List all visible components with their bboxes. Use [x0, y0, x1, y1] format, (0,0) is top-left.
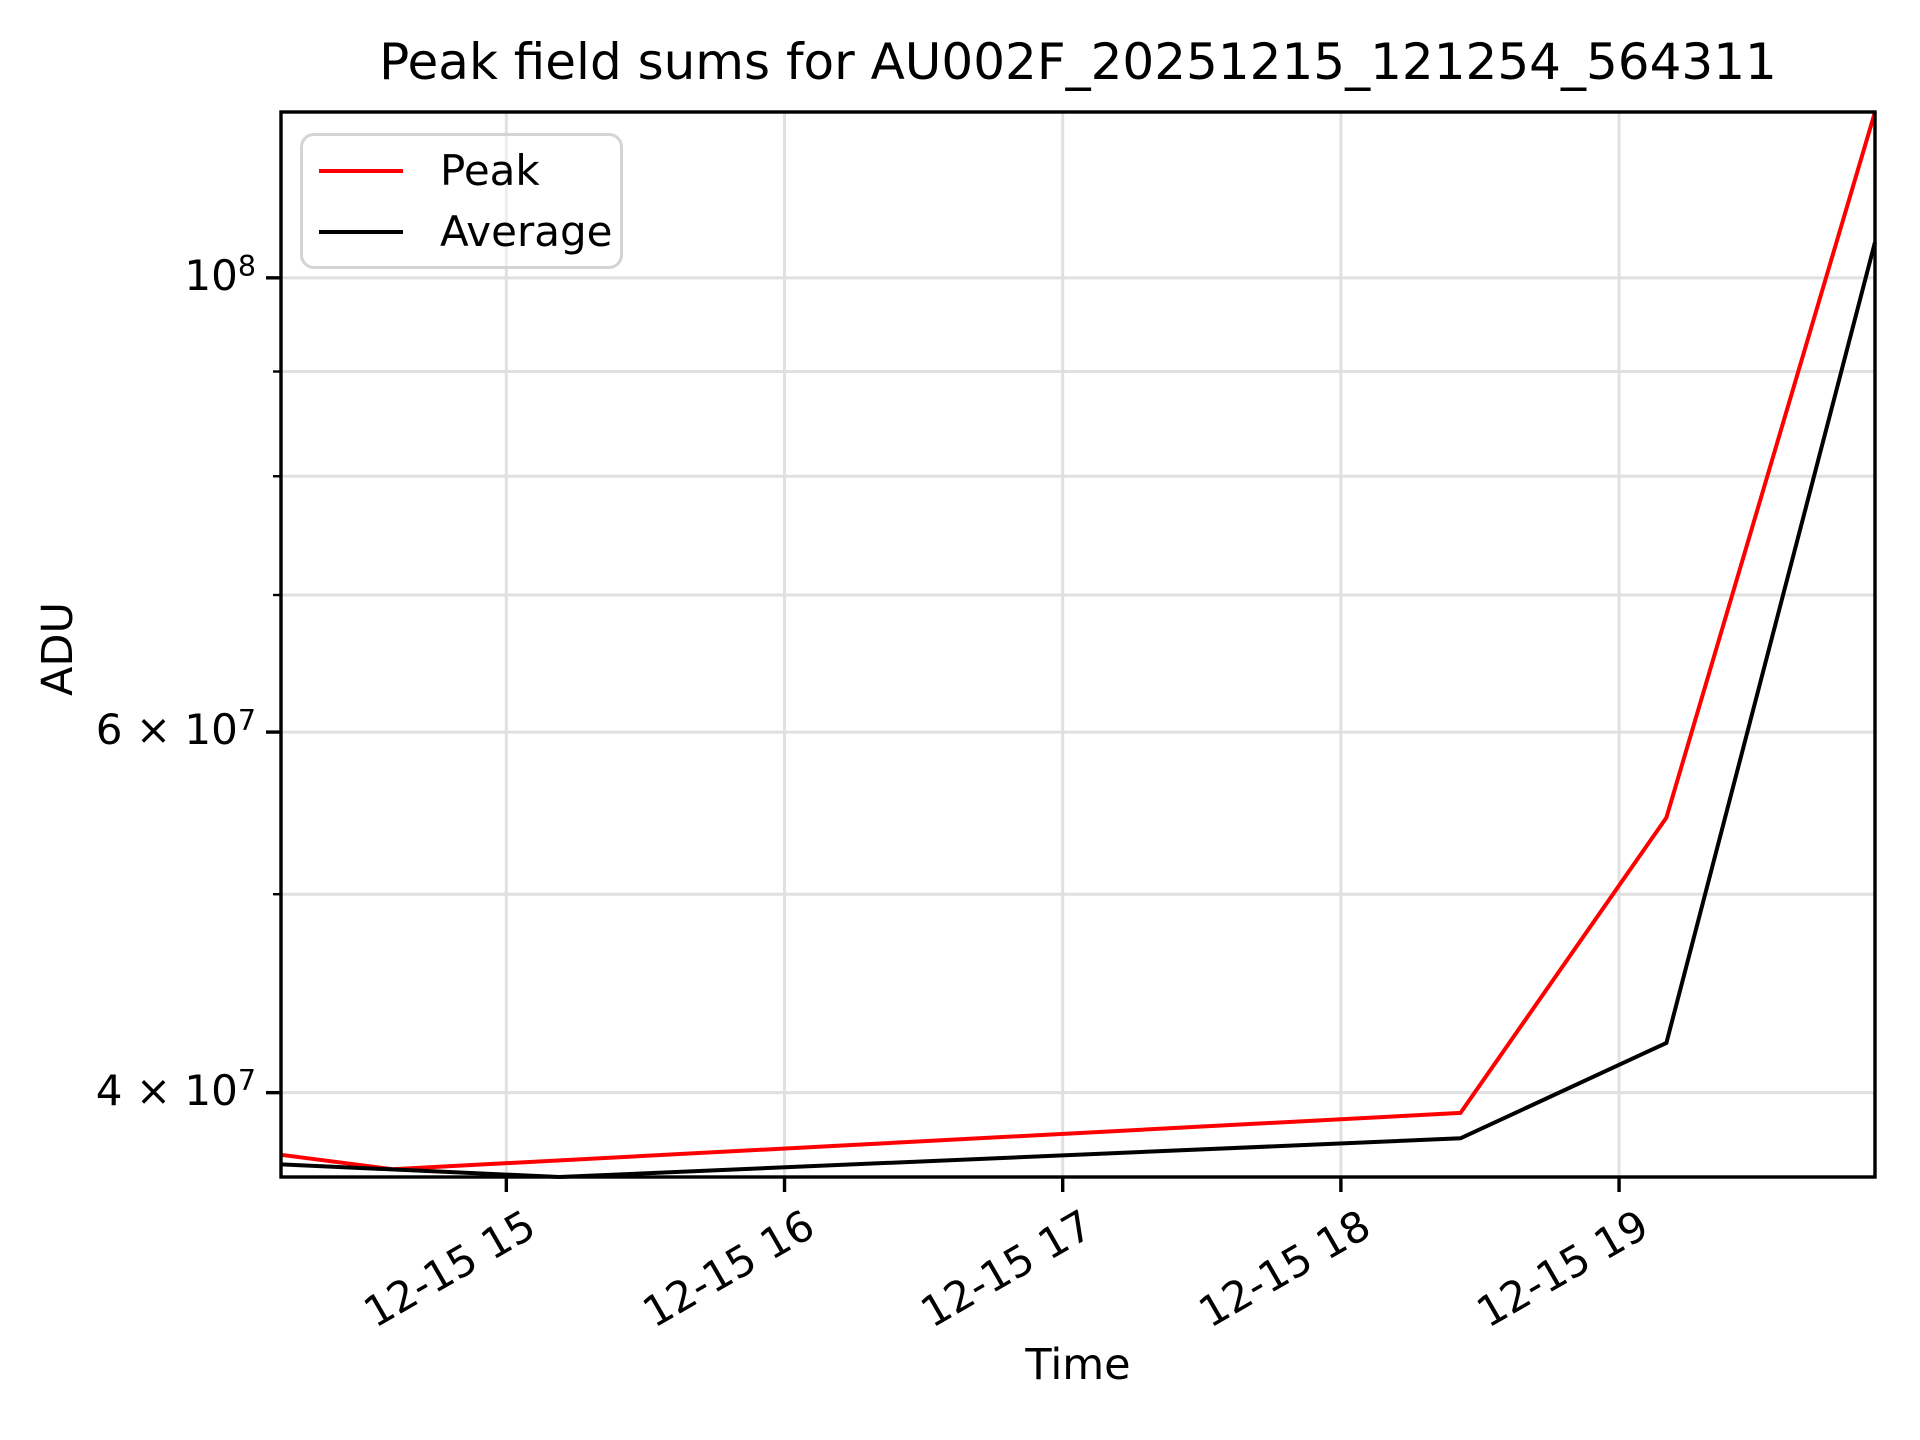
y-tick-exponent: 7 — [237, 702, 256, 737]
chart-title: Peak field sums for AU002F_20251215_1212… — [379, 33, 1777, 91]
legend-line-sample-average — [319, 229, 403, 234]
y-tick-label-4e7: 4 × 107 — [0, 1063, 256, 1118]
legend-label-average: Average — [440, 206, 613, 256]
legend-line-sample-peak — [319, 168, 403, 173]
y-tick-label-1e8: 108 — [0, 248, 256, 303]
legend: Peak Average — [300, 133, 623, 269]
legend-item-peak: Peak — [303, 145, 620, 195]
y-tick-exponent: 7 — [237, 1063, 256, 1098]
legend-label-peak: Peak — [440, 145, 540, 195]
axes-frame — [279, 110, 1877, 1179]
y-tick-base: 4 × 10 — [95, 1065, 238, 1115]
series-average-line — [280, 241, 1877, 1180]
y-tick-exponent: 8 — [237, 248, 256, 283]
y-tick-base: 10 — [184, 250, 238, 300]
legend-item-average: Average — [303, 206, 620, 256]
y-tick-base: 6 × 10 — [95, 705, 238, 755]
series-peak-line — [280, 111, 1877, 1172]
x-axis-label: Time — [1025, 1340, 1131, 1390]
y-tick-label-6e7: 6 × 107 — [0, 702, 256, 757]
